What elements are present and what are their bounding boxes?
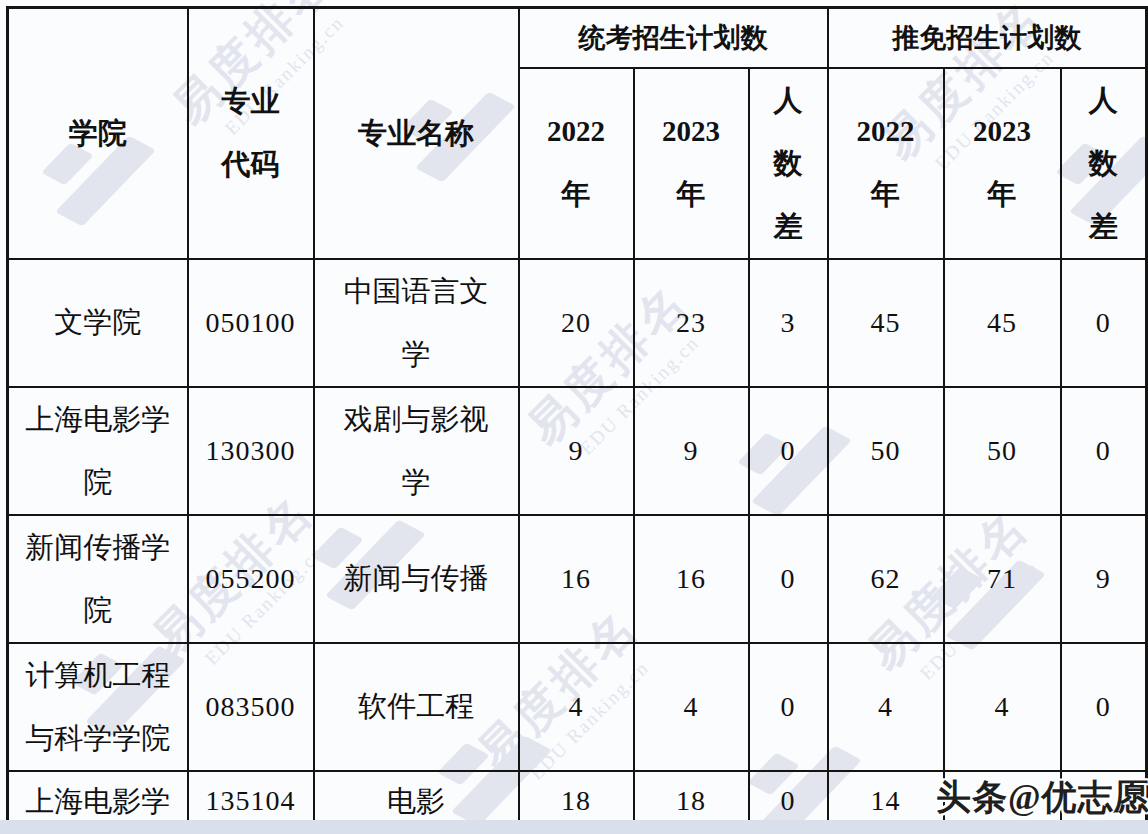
cell-major-code: 083500 xyxy=(188,643,314,771)
cell-exempt-diff: 0 xyxy=(1061,643,1147,771)
cell-unified-2023: 16 xyxy=(634,515,749,643)
cell-exempt-2023: 4 xyxy=(944,643,1061,771)
cell-college: 计算机工程与科学学院 xyxy=(8,643,188,771)
cell-exempt-diff: 0 xyxy=(1061,259,1147,387)
cell-exempt-diff: 9 xyxy=(1061,515,1147,643)
cell-unified-2023: 23 xyxy=(634,259,749,387)
cell-college: 上海电影学院 xyxy=(8,387,188,515)
cell-unified-2023: 9 xyxy=(634,387,749,515)
cell-exempt-2023: 45 xyxy=(944,259,1061,387)
header-college: 学院 xyxy=(8,8,188,259)
header-major-name: 专业名称 xyxy=(314,8,519,259)
cell-exempt-2023: 71 xyxy=(944,515,1061,643)
header-unified-2022: 2022 年 xyxy=(519,68,634,259)
page-bottom-strip xyxy=(0,820,1148,834)
cell-exempt-2023: 50 xyxy=(944,387,1061,515)
header-major-code: 专业代码 xyxy=(188,8,314,259)
admissions-table: 学院 专业代码 专业名称 统考招生计划数 推免招生计划数 2022 年 2023… xyxy=(6,6,1148,834)
cell-unified-2022: 16 xyxy=(519,515,634,643)
cell-unified-2022: 9 xyxy=(519,387,634,515)
header-unified-diff: 人数差 xyxy=(749,68,828,259)
cell-major-code: 050100 xyxy=(188,259,314,387)
cell-unified-2023: 4 xyxy=(634,643,749,771)
header-exempt-2023: 2023 年 xyxy=(944,68,1061,259)
cell-unified-diff: 0 xyxy=(749,643,828,771)
cell-college: 新闻传播学院 xyxy=(8,515,188,643)
table-row: 计算机工程与科学学院 083500 软件工程 4 4 0 4 4 0 xyxy=(8,643,1147,771)
cell-unified-2022: 4 xyxy=(519,643,634,771)
table-row: 上海电影学院 130300 戏剧与影视学 9 9 0 50 50 0 xyxy=(8,387,1147,515)
cell-exempt-2022: 50 xyxy=(828,387,944,515)
cell-major-name: 软件工程 xyxy=(314,643,519,771)
cell-major-code: 130300 xyxy=(188,387,314,515)
toutiao-watermark: 头条@优志愿 xyxy=(936,774,1148,821)
header-exempt-2022: 2022 年 xyxy=(828,68,944,259)
cell-exempt-diff: 0 xyxy=(1061,387,1147,515)
cell-unified-diff: 3 xyxy=(749,259,828,387)
cell-exempt-2022: 45 xyxy=(828,259,944,387)
cell-major-name: 新闻与传播 xyxy=(314,515,519,643)
table-row: 文学院 050100 中国语言文学 20 23 3 45 45 0 xyxy=(8,259,1147,387)
cell-unified-diff: 0 xyxy=(749,515,828,643)
header-group-unified-exam: 统考招生计划数 xyxy=(519,8,828,68)
cell-unified-diff: 0 xyxy=(749,387,828,515)
cell-exempt-2022: 62 xyxy=(828,515,944,643)
cell-major-name: 戏剧与影视学 xyxy=(314,387,519,515)
cell-college: 文学院 xyxy=(8,259,188,387)
cell-unified-2022: 20 xyxy=(519,259,634,387)
header-exempt-diff: 人数差 xyxy=(1061,68,1147,259)
header-unified-2023: 2023 年 xyxy=(634,68,749,259)
header-group-exempt: 推免招生计划数 xyxy=(828,8,1147,68)
cell-exempt-2022: 4 xyxy=(828,643,944,771)
cell-major-name: 中国语言文学 xyxy=(314,259,519,387)
table-row: 新闻传播学院 055200 新闻与传播 16 16 0 62 71 9 xyxy=(8,515,1147,643)
admissions-table-wrapper: 学院 专业代码 专业名称 统考招生计划数 推免招生计划数 2022 年 2023… xyxy=(6,6,1148,834)
cell-major-code: 055200 xyxy=(188,515,314,643)
